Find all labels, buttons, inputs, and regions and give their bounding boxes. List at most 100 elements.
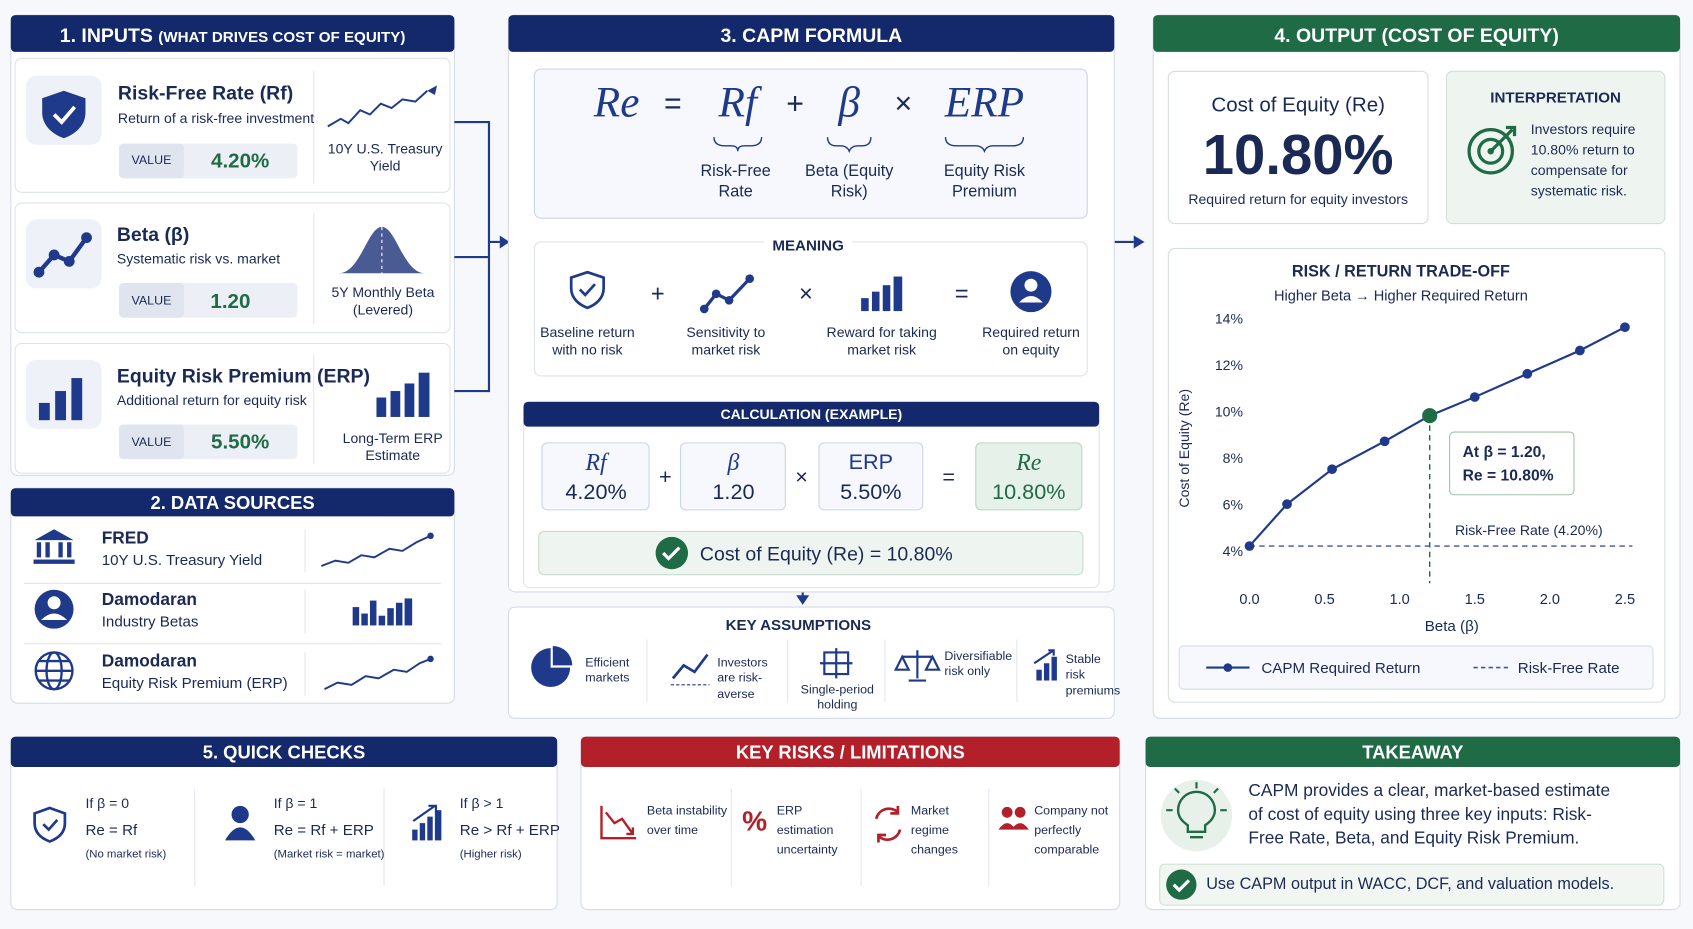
x-tick-label: 1.0 [1390,592,1410,608]
panel-title: 4. OUTPUT (COST OF EQUITY) [1274,24,1559,47]
meaning-label: Required return on equity [982,324,1080,358]
path-shape [874,805,902,843]
g-shape [194,788,385,886]
g-shape [713,137,1025,154]
rect-shape [404,383,415,417]
y-tick-label: 14% [1215,310,1243,326]
rect-shape [45,542,50,558]
check-condition: If β > 1 [459,795,504,812]
circle-shape [1487,147,1494,155]
rect-shape [71,378,83,421]
polyline-shape [324,658,431,691]
g-shape [998,806,1029,830]
data-point [1282,499,1292,510]
assumption: Efficient markets [585,656,630,686]
rect-shape [507,606,1115,719]
chart-title: RISK / RETURN TRADE-OFF [1292,263,1510,281]
formula-operator: + [786,86,804,120]
polyline-shape [671,653,709,680]
rect-shape [427,816,433,841]
rect-shape [975,442,1083,511]
polyline-shape [37,236,89,274]
g-shape [412,810,442,841]
rect-shape [118,424,184,460]
x-tick-label: 0.5 [1314,592,1334,608]
term-label: Beta (Equity Risk) [805,162,894,201]
circle-shape [745,274,755,284]
rect-shape [523,401,1100,427]
term-label: Equity Risk Premium [943,162,1026,201]
rect-shape [376,397,387,417]
assumption: Investors are risk-averse [717,656,768,701]
section-title: CALCULATION (EXAMPLE) [720,406,903,423]
assumption: Diversifiable risk only [944,650,1013,679]
data-point [1379,436,1390,447]
rect-shape [508,15,1115,52]
data-point [1620,322,1630,333]
rect-shape [1167,247,1666,703]
check-note: (Higher risk) [459,847,522,861]
circle-shape [1467,128,1514,175]
circle-shape [47,596,61,610]
risk-item: ERP estimation uncertainty [776,804,838,857]
circle-shape [1001,806,1013,818]
g-shape [34,651,74,691]
value-label: VALUE [131,294,172,308]
path-shape [499,235,510,249]
calc-result: Cost of Equity (Re) = 10.80% [699,543,953,565]
rect-shape [679,442,786,511]
rect-shape [1051,656,1057,681]
path-shape [38,659,70,682]
circle-shape [1166,869,1197,900]
check-condition: If β = 0 [85,795,130,812]
g-shape [861,276,903,312]
calc-symbol: Re [1016,448,1042,476]
calc-value: 1.20 [712,480,755,505]
path-shape [569,270,605,310]
rect-shape [118,143,184,179]
g-shape [646,639,1018,703]
rect-shape [419,823,426,841]
meaning-operator: × [798,279,813,307]
takeaway-action: Use CAPM output in WACC, DCF, and valuat… [1206,874,1615,894]
input-source: Long-Term ERP Estimate [342,429,443,464]
term-label: Risk-Free Rate [700,162,771,201]
x-tick-label: 1.5 [1465,592,1485,608]
chart-subtitle: Higher Beta → Higher Required Return [1274,288,1528,304]
calc-value: 4.20% [565,480,627,505]
assumption: Single-period holding [800,683,874,713]
value-label: VALUE [131,436,172,450]
path-shape [42,90,86,139]
path-shape [600,805,637,840]
circle-shape [48,249,60,261]
source-desc: Industry Betas [101,612,199,630]
input-desc: Additional return for equity risk [116,392,307,409]
y-tick-label: 10% [1215,403,1243,419]
circle-shape [1024,278,1038,292]
meaning-label: Baseline return with no risk [540,324,635,358]
input-name: Beta (β) [116,223,190,246]
meaning-operator: = [954,279,969,307]
value-label: VALUE [131,154,172,168]
data-point [1522,368,1533,379]
panel-title: 5. QUICK CHECKS [202,742,366,763]
rect-shape [580,736,1120,767]
rect-shape [67,542,72,558]
calc-symbol: Rf [585,448,607,476]
g-shape [1036,656,1057,681]
legend-label: Risk-Free Rate [1518,660,1620,677]
path-shape [944,137,1025,154]
input-value: 4.20% [211,150,270,173]
metric-note: Required return for equity investors [1188,191,1408,208]
section-title: MEANING [763,236,853,256]
meaning-label: Sensitivity to market risk [686,324,766,358]
formula-symbol: ERP [944,77,1025,127]
input-value: 5.50% [211,430,270,454]
risk-item: Company not perfectly comparable [1034,804,1109,857]
rect-shape [1445,70,1666,225]
calc-operator: = [942,465,956,490]
polyline-shape [327,90,428,128]
rect-shape [1167,70,1429,225]
data-point [1575,345,1585,356]
g-shape [352,598,413,626]
